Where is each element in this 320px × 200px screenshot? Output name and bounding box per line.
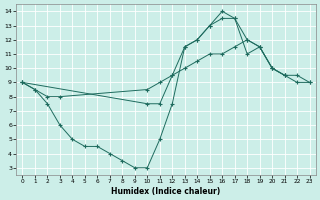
X-axis label: Humidex (Indice chaleur): Humidex (Indice chaleur)	[111, 187, 221, 196]
